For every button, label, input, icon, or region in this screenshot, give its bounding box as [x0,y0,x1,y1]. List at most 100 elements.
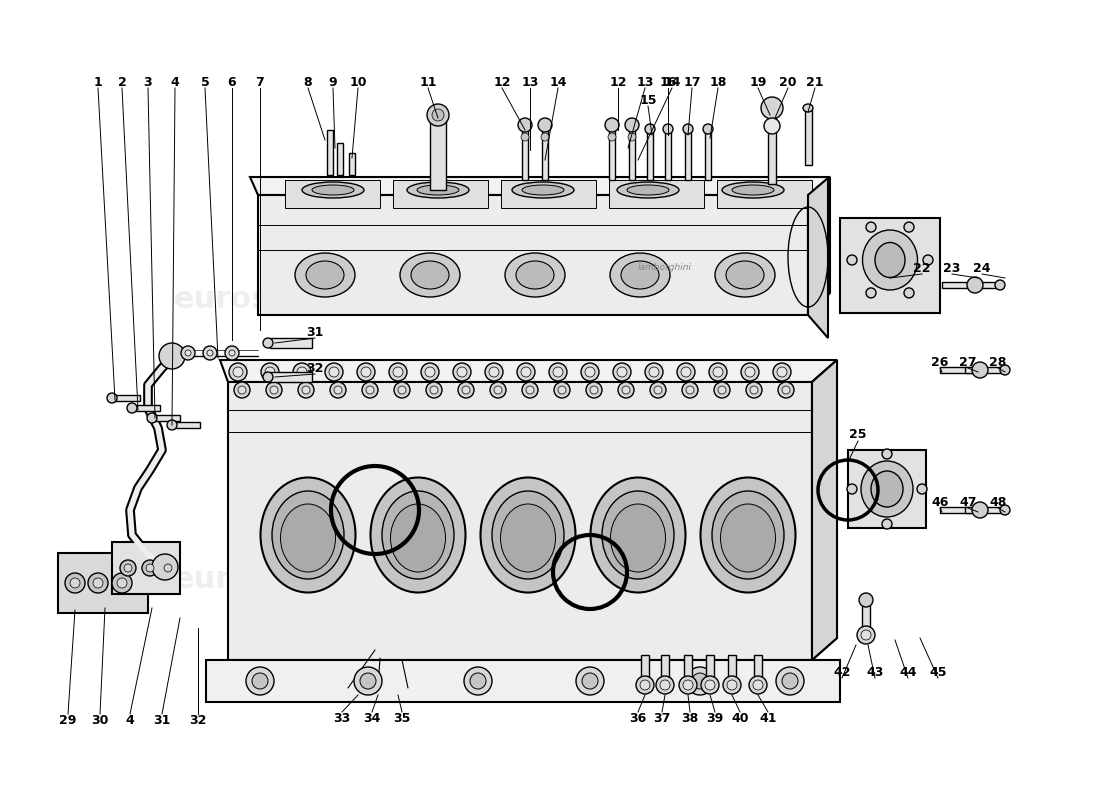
Circle shape [470,673,486,689]
Circle shape [233,367,243,377]
Circle shape [354,667,382,695]
Ellipse shape [516,261,554,289]
Circle shape [745,367,755,377]
Text: 4: 4 [125,714,134,726]
Circle shape [266,382,282,398]
Text: 10: 10 [350,75,366,89]
Text: 25: 25 [849,429,867,442]
Circle shape [270,386,278,394]
Circle shape [654,386,662,394]
Ellipse shape [722,182,784,198]
Ellipse shape [720,504,775,572]
Ellipse shape [500,504,556,572]
Ellipse shape [400,253,460,297]
Circle shape [366,386,374,394]
Circle shape [608,133,616,141]
Text: 32: 32 [306,362,323,374]
Circle shape [585,367,595,377]
Circle shape [636,676,654,694]
Ellipse shape [411,261,449,289]
Circle shape [581,363,600,381]
Circle shape [683,124,693,134]
Text: 16: 16 [659,75,676,89]
Circle shape [146,564,154,572]
Bar [609,180,704,208]
Bar [112,542,180,594]
Circle shape [298,382,314,398]
Circle shape [686,386,694,394]
Circle shape [263,338,273,348]
Circle shape [741,363,759,381]
Text: lamborghini: lamborghini [638,263,692,273]
Circle shape [676,363,695,381]
Ellipse shape [602,491,674,579]
Circle shape [904,222,914,232]
Circle shape [65,573,85,593]
Ellipse shape [390,504,446,572]
Ellipse shape [701,478,795,593]
Text: eurospares: eurospares [504,566,696,594]
Polygon shape [808,178,828,338]
Circle shape [847,255,857,265]
Bar [132,405,160,411]
Bar [661,655,669,683]
Circle shape [904,288,914,298]
Circle shape [160,343,185,369]
Text: 28: 28 [989,355,1006,369]
Circle shape [485,363,503,381]
Circle shape [703,124,713,134]
Circle shape [362,382,378,398]
Circle shape [967,277,983,293]
Circle shape [882,449,892,459]
Ellipse shape [306,261,344,289]
Circle shape [586,382,602,398]
Bar [684,655,692,683]
Bar [327,130,333,175]
Circle shape [246,667,274,695]
Circle shape [692,673,708,689]
Circle shape [972,362,988,378]
Circle shape [112,573,132,593]
Circle shape [681,367,691,377]
Circle shape [521,367,531,377]
Text: 42: 42 [834,666,850,678]
Circle shape [494,386,502,394]
Text: 26: 26 [932,355,948,369]
Circle shape [330,382,346,398]
Circle shape [650,382,666,398]
Ellipse shape [803,104,813,112]
Bar [705,132,711,180]
Circle shape [430,386,438,394]
Circle shape [660,680,670,690]
Circle shape [861,630,871,640]
Text: 7: 7 [255,75,264,89]
Ellipse shape [871,471,903,507]
Ellipse shape [610,504,665,572]
Circle shape [464,667,492,695]
Text: 30: 30 [91,714,109,726]
Circle shape [549,363,566,381]
Circle shape [656,676,674,694]
Circle shape [238,386,246,394]
Circle shape [261,363,279,381]
Circle shape [782,386,790,394]
Text: 13: 13 [521,75,539,89]
Circle shape [866,222,876,232]
Text: 17: 17 [683,75,701,89]
Circle shape [541,133,549,141]
Text: eurospares: eurospares [174,286,366,314]
Text: 14: 14 [663,75,681,89]
Bar [206,660,840,702]
Circle shape [710,363,727,381]
Circle shape [425,367,435,377]
Bar [609,128,615,180]
Circle shape [393,367,403,377]
Circle shape [754,680,763,690]
Text: 8: 8 [304,75,312,89]
Circle shape [857,626,874,644]
Circle shape [727,680,737,690]
Circle shape [621,386,630,394]
Circle shape [234,382,250,398]
Circle shape [645,124,654,134]
Bar [666,132,671,180]
